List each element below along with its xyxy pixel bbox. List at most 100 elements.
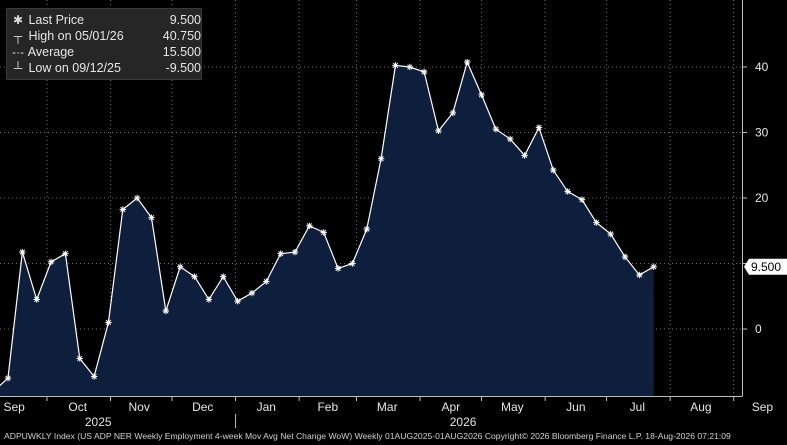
marker-stroke	[277, 251, 284, 257]
data-point-marker	[277, 250, 284, 257]
marker-stroke	[364, 226, 370, 232]
marker-stroke	[435, 128, 442, 134]
data-point-marker	[205, 296, 213, 303]
marker-stroke	[536, 124, 542, 131]
marker-stroke	[421, 69, 427, 75]
series-markers	[4, 58, 657, 382]
marker-stroke	[91, 373, 97, 380]
series-line	[0, 60, 655, 387]
data-point-marker	[507, 135, 514, 143]
marker-stroke	[622, 254, 628, 260]
marker-stroke	[48, 259, 54, 265]
average-marker-icon: -·-	[12, 45, 24, 59]
data-point-marker	[621, 253, 629, 261]
marker-stroke	[407, 64, 413, 70]
data-point-marker	[148, 214, 155, 221]
data-point-marker	[47, 258, 55, 266]
data-point-marker	[392, 62, 399, 69]
x-tick-label: May	[501, 400, 524, 414]
marker-stroke	[651, 264, 657, 270]
marker-stroke	[349, 260, 356, 267]
data-point-marker	[320, 229, 327, 236]
x-tick-label: Dec	[192, 400, 213, 414]
last-value-tag-box	[744, 258, 787, 275]
legend-item-last-price: ✱ Last Price 9.500	[11, 12, 201, 28]
year-label: 2026	[450, 415, 477, 429]
marker-stroke	[105, 319, 112, 326]
marker-stroke	[450, 110, 456, 116]
data-point-marker	[406, 63, 413, 71]
year-label: 2025	[85, 415, 112, 429]
marker-stroke	[249, 290, 255, 296]
marker-stroke	[77, 355, 83, 362]
data-point-marker	[363, 225, 370, 233]
data-point-marker	[550, 166, 557, 174]
data-point-marker	[76, 355, 83, 362]
legend-label: Low on 09/12/25	[28, 61, 121, 75]
x-tick-label: Oct	[68, 400, 87, 414]
data-point-marker	[263, 278, 270, 285]
data-point-marker	[105, 319, 112, 326]
data-point-marker	[176, 263, 184, 270]
marker-stroke	[378, 156, 384, 162]
data-point-marker	[492, 126, 500, 133]
marker-stroke	[579, 196, 585, 203]
last-value-tag: 9.500	[744, 258, 787, 275]
data-point-marker	[607, 230, 614, 238]
high-marker-icon: ┬	[13, 29, 23, 43]
marker-stroke	[478, 92, 485, 98]
data-point-marker	[449, 109, 457, 117]
marker-stroke	[306, 223, 313, 229]
marker-stroke	[191, 273, 198, 280]
data-point-marker	[535, 124, 543, 131]
x-tick-label: Feb	[317, 400, 338, 414]
legend-label: High on 05/01/26	[28, 29, 124, 43]
data-point-marker	[62, 250, 69, 257]
data-point-marker	[636, 271, 643, 279]
marker-stroke	[464, 59, 470, 65]
marker-stroke	[206, 296, 212, 303]
marker-stroke	[263, 278, 269, 285]
marker-stroke	[62, 251, 69, 257]
last-value-tag-text: 9.500	[751, 260, 781, 274]
data-point-marker	[220, 273, 227, 280]
legend-item-low: ┴ Low on 09/12/25 -9.500	[11, 60, 201, 76]
legend-item-high: ┬ High on 05/01/26 40.750	[11, 28, 201, 44]
asterisk-icon: ✱	[12, 13, 24, 27]
y-tick-label: 20	[755, 191, 769, 205]
marker-stroke	[148, 214, 155, 221]
data-point-marker	[119, 206, 127, 213]
data-point-marker	[578, 196, 586, 203]
marker-stroke	[564, 188, 571, 195]
data-point-marker	[90, 373, 98, 380]
marker-stroke	[335, 265, 341, 272]
data-point-marker	[377, 155, 385, 162]
y-tick-label: 0	[755, 322, 762, 336]
data-point-marker	[334, 265, 342, 272]
x-tick-label: Nov	[129, 400, 150, 414]
marker-stroke	[550, 167, 556, 173]
data-point-marker	[4, 374, 12, 382]
y-tick-label: 30	[755, 126, 769, 140]
data-point-marker	[248, 289, 256, 297]
data-point-marker	[650, 263, 657, 270]
data-point-marker	[521, 152, 528, 159]
legend-value: 40.750	[162, 29, 201, 43]
data-point-marker	[191, 273, 198, 280]
marker-stroke	[493, 126, 499, 132]
marker-stroke	[34, 296, 40, 303]
y-axis-tick-labels: 010203040	[755, 60, 769, 336]
x-tick-label: Jan	[257, 400, 276, 414]
data-point-marker	[234, 297, 241, 305]
marker-stroke	[220, 273, 226, 280]
x-tick-label: Jun	[566, 400, 585, 414]
legend-label: Last Price	[28, 13, 85, 27]
marker-stroke	[521, 152, 528, 159]
data-point-marker	[162, 307, 170, 315]
data-point-marker	[478, 91, 485, 99]
marker-stroke	[163, 308, 169, 314]
legend-box: ✱ Last Price 9.500 ┬ High on 05/01/26 40…	[6, 8, 202, 80]
x-tick-label: Aug	[690, 400, 711, 414]
x-tick-label: Mar	[377, 400, 398, 414]
legend-value: 9.500	[169, 13, 201, 27]
